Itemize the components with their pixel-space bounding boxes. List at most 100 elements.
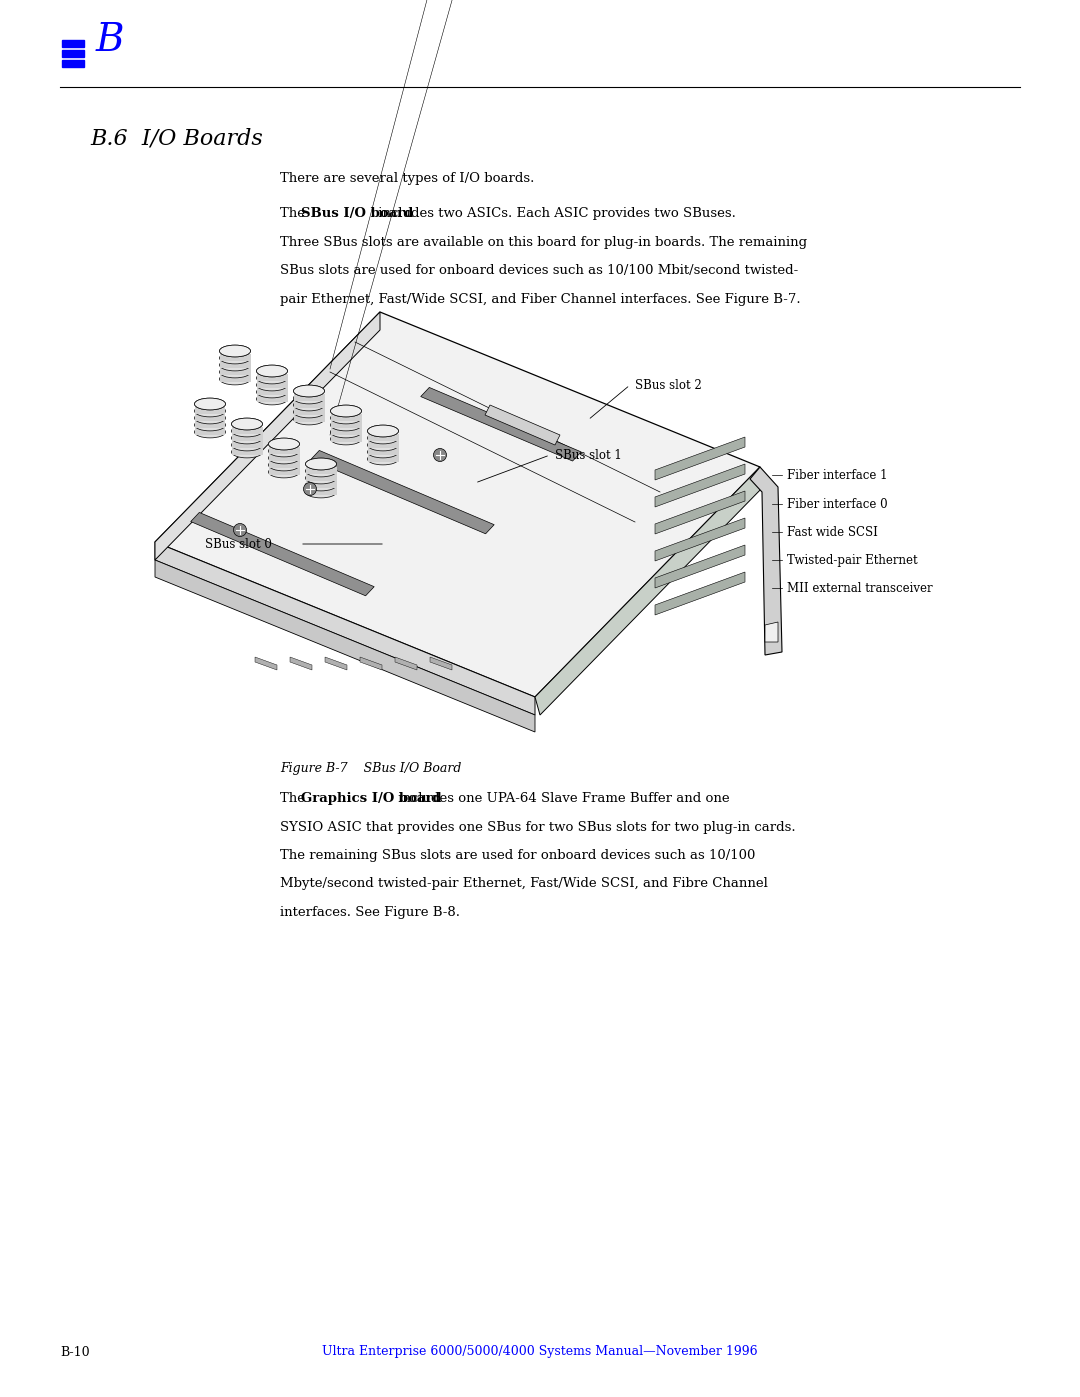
Polygon shape (325, 657, 347, 671)
Bar (306, 488, 337, 495)
Ellipse shape (306, 472, 337, 483)
Bar (62, 60, 84, 67)
Polygon shape (654, 464, 745, 507)
Polygon shape (191, 513, 374, 595)
Polygon shape (654, 545, 745, 588)
Ellipse shape (231, 446, 262, 458)
Bar (62, 41, 84, 47)
Ellipse shape (306, 486, 337, 497)
Bar (269, 461, 299, 468)
Text: The: The (280, 792, 309, 805)
Ellipse shape (231, 432, 262, 444)
Text: pair Ethernet, Fast/Wide SCSI, and Fiber Channel interfaces. See Figure B-7.: pair Ethernet, Fast/Wide SCSI, and Fiber… (280, 292, 800, 306)
Ellipse shape (306, 458, 337, 469)
Polygon shape (654, 571, 745, 615)
Bar (219, 353, 251, 360)
Circle shape (298, 386, 311, 398)
Ellipse shape (257, 372, 287, 384)
Ellipse shape (219, 359, 251, 370)
Polygon shape (255, 657, 276, 671)
Polygon shape (654, 490, 745, 534)
Bar (269, 447, 299, 454)
Bar (219, 367, 251, 374)
Ellipse shape (367, 425, 399, 437)
Text: Mbyte/second twisted-pair Ethernet, Fast/Wide SCSI, and Fibre Channel: Mbyte/second twisted-pair Ethernet, Fast… (280, 877, 768, 890)
Bar (367, 434, 399, 441)
Ellipse shape (294, 386, 324, 397)
Text: Ultra Enterprise 6000/5000/4000 Systems Manual—November 1996: Ultra Enterprise 6000/5000/4000 Systems … (322, 1345, 758, 1358)
Bar (194, 407, 226, 414)
Bar (269, 454, 299, 461)
Ellipse shape (269, 439, 299, 450)
Bar (306, 481, 337, 488)
Bar (330, 414, 362, 420)
Ellipse shape (306, 458, 337, 469)
Ellipse shape (257, 365, 287, 377)
Bar (219, 374, 251, 381)
Bar (219, 360, 251, 367)
Bar (367, 455, 399, 462)
Polygon shape (654, 437, 745, 481)
Bar (330, 427, 362, 434)
Bar (194, 427, 226, 434)
Ellipse shape (330, 433, 362, 444)
Polygon shape (360, 657, 382, 671)
Polygon shape (430, 657, 453, 671)
Polygon shape (156, 312, 380, 560)
Ellipse shape (367, 446, 399, 458)
Ellipse shape (367, 453, 399, 465)
Bar (330, 434, 362, 441)
Ellipse shape (306, 479, 337, 490)
Text: SBus slot 2: SBus slot 2 (635, 379, 702, 391)
Bar (231, 434, 262, 441)
Polygon shape (485, 405, 561, 446)
Bar (330, 420, 362, 427)
Ellipse shape (269, 460, 299, 471)
Ellipse shape (194, 405, 226, 416)
Bar (194, 420, 226, 427)
Text: SBus slots are used for onboard devices such as 10/100 Mbit/second twisted-: SBus slots are used for onboard devices … (280, 264, 798, 277)
Ellipse shape (269, 453, 299, 464)
Bar (194, 414, 226, 420)
Ellipse shape (219, 345, 251, 356)
Bar (367, 441, 399, 448)
Text: There are several types of I/O boards.: There are several types of I/O boards. (280, 172, 535, 184)
Polygon shape (156, 542, 535, 715)
Bar (257, 395, 287, 402)
Bar (257, 388, 287, 395)
Bar (306, 467, 337, 474)
Ellipse shape (269, 439, 299, 450)
Text: SBus slot 0: SBus slot 0 (205, 538, 272, 550)
Circle shape (233, 524, 246, 536)
Ellipse shape (294, 386, 324, 397)
Ellipse shape (194, 426, 226, 437)
Bar (294, 408, 324, 415)
Text: SYSIO ASIC that provides one SBus for two SBus slots for two plug-in cards.: SYSIO ASIC that provides one SBus for tw… (280, 820, 796, 834)
Polygon shape (291, 657, 312, 671)
Bar (269, 468, 299, 475)
Ellipse shape (219, 366, 251, 379)
Ellipse shape (257, 386, 287, 398)
Text: Twisted-pair Ethernet: Twisted-pair Ethernet (787, 553, 918, 567)
Ellipse shape (367, 432, 399, 444)
Ellipse shape (367, 439, 399, 451)
Polygon shape (750, 467, 782, 655)
Ellipse shape (231, 418, 262, 430)
Polygon shape (311, 450, 495, 534)
Ellipse shape (231, 418, 262, 430)
Ellipse shape (194, 398, 226, 409)
Ellipse shape (330, 405, 362, 416)
Ellipse shape (294, 400, 324, 411)
Text: B.6  I/O Boards: B.6 I/O Boards (90, 127, 262, 149)
Ellipse shape (367, 425, 399, 437)
Ellipse shape (219, 352, 251, 363)
Polygon shape (654, 518, 745, 562)
Text: Fast wide SCSI: Fast wide SCSI (787, 525, 878, 538)
Text: B-10: B-10 (60, 1345, 90, 1358)
Bar (257, 374, 287, 381)
Text: interfaces. See Figure B-8.: interfaces. See Figure B-8. (280, 907, 460, 919)
Polygon shape (156, 312, 760, 697)
Bar (306, 474, 337, 481)
Polygon shape (156, 560, 535, 732)
Ellipse shape (330, 419, 362, 430)
